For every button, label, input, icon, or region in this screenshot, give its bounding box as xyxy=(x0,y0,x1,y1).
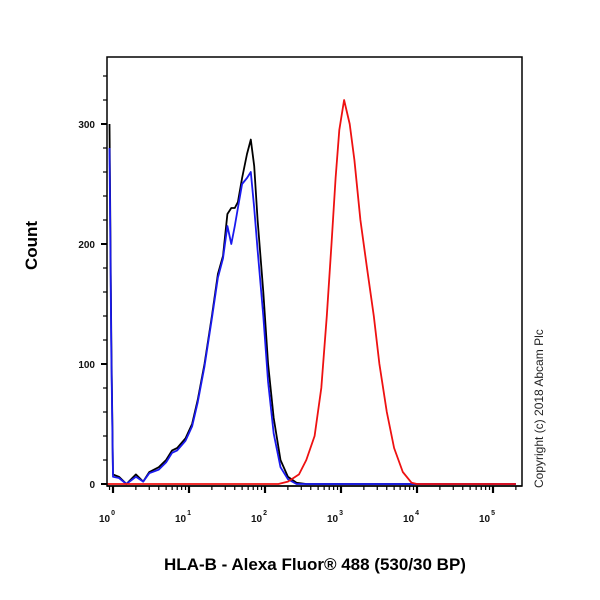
x-axis-label: HLA-B - Alexa Fluor® 488 (530/30 BP) xyxy=(164,555,466,574)
y-axis-ticks: 0 100 200 300 xyxy=(78,75,107,491)
x-tick-label: 105 xyxy=(479,510,495,525)
y-tick-label: 300 xyxy=(78,120,95,131)
x-tick-label: 103 xyxy=(327,510,343,525)
curve-isotype-control xyxy=(108,147,516,485)
curve-unlabelled-control xyxy=(108,123,516,485)
x-tick-label: 100 xyxy=(99,510,115,525)
plot-frame xyxy=(106,56,523,487)
y-axis-label: Count xyxy=(22,220,41,270)
y-tick-label: 0 xyxy=(89,480,95,491)
y-tick-label: 200 xyxy=(78,240,95,251)
y-tick-label: 100 xyxy=(78,360,95,371)
x-axis-ticks: 100 101 102 103 104 105 xyxy=(99,485,522,525)
x-tick-label: 102 xyxy=(251,510,267,525)
curve-hla-b-stained xyxy=(107,99,516,485)
x-tick-label: 101 xyxy=(175,510,191,525)
histogram-curves xyxy=(107,99,516,485)
copyright-notice: Copyright (c) 2018 Abcam Plc xyxy=(532,329,546,488)
x-tick-label: 104 xyxy=(403,510,419,525)
